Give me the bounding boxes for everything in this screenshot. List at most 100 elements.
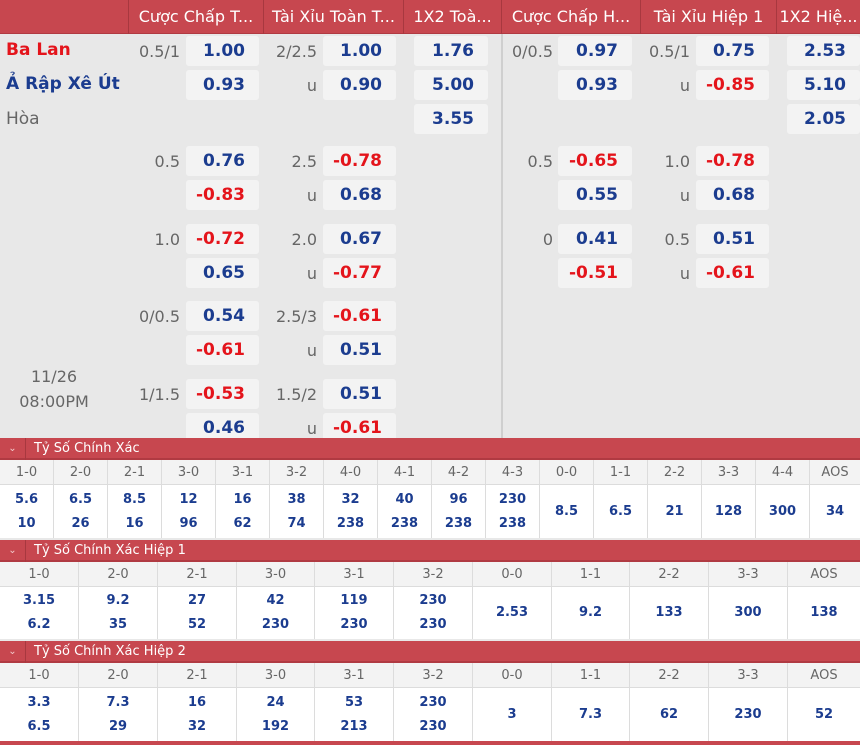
score-odds[interactable]: 138 (788, 587, 860, 639)
ft-1x2-home-odds[interactable]: 1.76 (414, 36, 488, 66)
ft-ou-under-odds[interactable]: 0.90 (323, 70, 396, 100)
score-odds[interactable]: 119 230 (315, 587, 393, 639)
score-odds[interactable]: 40 238 (378, 485, 431, 538)
score-odds-value[interactable]: 9.2 (578, 605, 603, 620)
alt1-ft-hdp-away-odds[interactable]: -0.83 (186, 180, 259, 210)
score-odds[interactable]: 8.5 (540, 485, 593, 538)
score-odds[interactable]: 300 (709, 587, 787, 639)
score-odds-value[interactable]: 138 (810, 605, 838, 620)
score-odds-value[interactable]: 12 (179, 491, 198, 507)
score-odds-value[interactable]: 8.5 (122, 491, 147, 507)
ft-hdp-away-odds[interactable]: 0.93 (186, 70, 259, 100)
score-odds-value[interactable]: 5.6 (14, 491, 39, 507)
alt3-ft-ou-over-odds[interactable]: -0.61 (323, 301, 396, 331)
score-odds-value[interactable]: 21 (665, 503, 684, 519)
score-odds-value[interactable]: 230 (419, 718, 447, 734)
score-odds[interactable]: 230 230 (394, 688, 472, 741)
alt2-ft-hdp-away-odds[interactable]: 0.65 (186, 258, 259, 288)
alt2-h1-ou-under-odds[interactable]: -0.61 (696, 258, 769, 288)
score-odds[interactable]: 9.2 35 (79, 587, 157, 639)
score-odds-value[interactable]: 96 (449, 491, 468, 507)
score-odds[interactable]: 27 52 (158, 587, 236, 639)
ft-1x2-away-odds[interactable]: 5.00 (414, 70, 488, 100)
score-odds[interactable]: 38 74 (270, 485, 323, 538)
alt4-ft-hdp-home-odds[interactable]: -0.53 (186, 379, 259, 409)
score-odds-value[interactable]: 6.2 (27, 617, 51, 632)
score-odds[interactable]: 16 62 (216, 485, 269, 538)
score-odds[interactable]: 16 32 (158, 688, 236, 741)
alt2-ft-hdp-home-odds[interactable]: -0.72 (186, 224, 259, 254)
score-odds-value[interactable]: 7.3 (106, 694, 130, 710)
score-odds-value[interactable]: 16 (125, 515, 144, 531)
alt2-ft-ou-under-odds[interactable]: -0.77 (323, 258, 396, 288)
h1-ou-over-odds[interactable]: 0.75 (696, 36, 769, 66)
score-odds-value[interactable]: 10 (17, 515, 36, 531)
score-odds[interactable]: 230 (709, 688, 787, 741)
score-odds-value[interactable]: 230 (340, 617, 368, 632)
score-odds[interactable]: 8.5 16 (108, 485, 161, 538)
score-odds-value[interactable]: 34 (825, 503, 845, 519)
score-odds-value[interactable]: 6.5 (608, 503, 633, 519)
h1-1x2-home-odds[interactable]: 2.53 (787, 36, 860, 66)
ft-ou-over-odds[interactable]: 1.00 (323, 36, 396, 66)
score-odds[interactable]: 96 238 (432, 485, 485, 538)
score-odds[interactable]: 128 (702, 485, 755, 538)
h1-hdp-home-odds[interactable]: 0.97 (558, 36, 632, 66)
chevron-down-icon[interactable]: ⌄ (0, 438, 26, 460)
score-odds[interactable]: 6.5 26 (54, 485, 107, 538)
score-odds-value[interactable]: 74 (287, 515, 306, 531)
score-odds-value[interactable]: 16 (187, 694, 207, 710)
score-odds[interactable]: 2.53 (473, 587, 551, 639)
col-header-h1-handicap[interactable]: Cược Chấp H... (501, 0, 640, 34)
score-odds-value[interactable]: 128 (714, 503, 743, 519)
chevron-down-icon[interactable]: ⌄ (0, 540, 26, 562)
score-odds-value[interactable]: 52 (187, 617, 207, 632)
score-odds-value[interactable]: 3.3 (27, 694, 51, 710)
ft-1x2-draw-odds[interactable]: 3.55 (414, 104, 488, 134)
score-odds-value[interactable]: 300 (734, 605, 762, 620)
score-odds-value[interactable]: 238 (336, 515, 365, 531)
col-header-ft-over-under[interactable]: Tài Xỉu Toàn T... (263, 0, 403, 34)
score-odds-value[interactable]: 6.5 (27, 718, 51, 734)
score-odds-value[interactable]: 96 (179, 515, 198, 531)
alt1-h1-ou-under-odds[interactable]: 0.68 (696, 180, 769, 210)
score-odds-value[interactable]: 238 (390, 515, 419, 531)
score-odds[interactable]: 42 230 (237, 587, 314, 639)
score-odds-value[interactable]: 27 (187, 593, 207, 608)
col-header-h1-over-under[interactable]: Tài Xỉu Hiệp 1 (640, 0, 776, 34)
score-odds-value[interactable]: 24 (266, 694, 285, 710)
score-odds-value[interactable]: 213 (340, 718, 368, 734)
alt1-ft-ou-under-odds[interactable]: 0.68 (323, 180, 396, 210)
alt1-ft-hdp-home-odds[interactable]: 0.76 (186, 146, 259, 176)
score-odds-value[interactable]: 7.3 (578, 706, 603, 722)
chevron-down-icon[interactable]: ⌄ (0, 641, 26, 663)
alt1-h1-hdp-away-odds[interactable]: 0.55 (558, 180, 632, 210)
correct-score-header[interactable]: ⌄ Tỷ Số Chính Xác (0, 438, 860, 460)
score-odds-value[interactable]: 230 (419, 593, 447, 608)
score-odds-value[interactable]: 40 (395, 491, 414, 507)
score-odds-value[interactable]: 230 (498, 491, 527, 507)
score-odds-value[interactable]: 238 (444, 515, 473, 531)
h1-1x2-away-odds[interactable]: 5.10 (787, 70, 860, 100)
score-odds[interactable]: 21 (648, 485, 701, 538)
score-odds[interactable]: 34 (810, 485, 860, 538)
score-odds[interactable]: 6.5 (594, 485, 647, 538)
score-odds[interactable]: 7.3 (552, 688, 629, 741)
score-odds-value[interactable]: 62 (659, 706, 679, 722)
score-odds[interactable]: 12 96 (162, 485, 215, 538)
alt4-ft-ou-over-odds[interactable]: 0.51 (323, 379, 396, 409)
score-odds[interactable]: 24 192 (237, 688, 314, 741)
score-odds-value[interactable]: 119 (340, 593, 368, 608)
score-odds[interactable]: 300 (756, 485, 809, 538)
alt1-ft-ou-over-odds[interactable]: -0.78 (323, 146, 396, 176)
score-odds-value[interactable]: 32 (187, 718, 207, 734)
score-odds-value[interactable]: 230 (734, 706, 762, 722)
score-odds-value[interactable]: 9.2 (106, 593, 130, 608)
alt2-h1-hdp-home-odds[interactable]: 0.41 (558, 224, 632, 254)
score-odds-value[interactable]: 2.53 (495, 605, 529, 620)
score-odds[interactable]: 32 238 (324, 485, 377, 538)
score-odds[interactable]: 9.2 (552, 587, 629, 639)
score-odds-value[interactable]: 53 (344, 694, 364, 710)
score-odds-value[interactable]: 3.15 (22, 593, 56, 608)
score-odds-value[interactable]: 16 (233, 491, 252, 507)
